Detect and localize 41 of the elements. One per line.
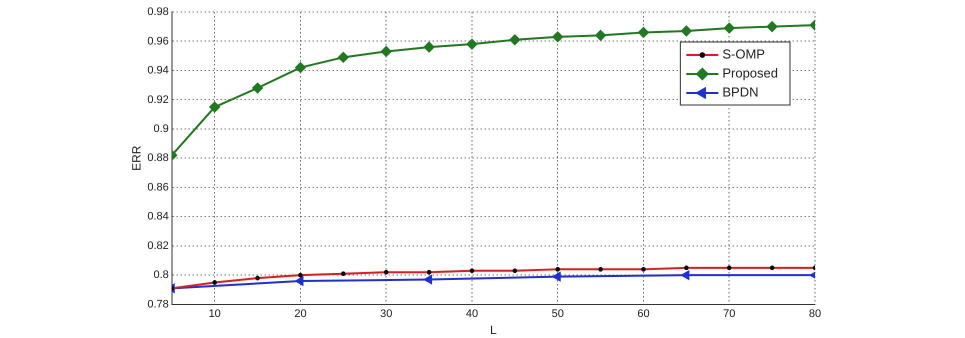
x-tick-label: 70 [723, 308, 736, 320]
legend-label: Proposed [722, 66, 778, 81]
x-tick-label: 10 [208, 308, 221, 320]
x-tick-label: 80 [808, 308, 822, 320]
point [252, 82, 264, 94]
legend-label: BPDN [722, 84, 758, 100]
x-tick-label: 40 [466, 308, 478, 320]
point [680, 26, 692, 37]
y-tick-label: 0.98 [147, 6, 169, 18]
y-tick-label: 0.92 [147, 94, 169, 106]
x-tick-label: 20 [294, 308, 307, 320]
point [424, 42, 435, 53]
legend-label: S-OMP [722, 46, 765, 62]
point [294, 62, 306, 74]
y-tick-label: 0.86 [147, 181, 169, 194]
point [552, 31, 564, 42]
y-tick-label: 0.82 [147, 240, 169, 252]
point [638, 26, 649, 38]
x-tick-label: 50 [552, 308, 564, 320]
point [595, 30, 606, 41]
point [509, 34, 520, 46]
point [338, 52, 349, 63]
point [209, 102, 220, 113]
x-tick-label: 60 [637, 308, 650, 320]
y-tick-label: 0.9 [154, 122, 169, 135]
point [680, 270, 690, 280]
point [766, 21, 778, 32]
y-tick-label: 0.84 [147, 210, 169, 223]
y-tick-label: 0.88 [147, 152, 169, 164]
y-tick-label: 0.8 [154, 269, 169, 282]
x-tick-label: 30 [380, 308, 392, 320]
y-tick-label: 0.94 [147, 64, 169, 77]
point [466, 38, 478, 50]
y-axis-title: ERR [130, 145, 144, 171]
point [552, 272, 561, 282]
point [380, 46, 392, 57]
point [724, 22, 735, 34]
y-tick-label: 0.78 [147, 298, 169, 310]
point [424, 274, 432, 284]
x-axis-title: L [490, 323, 498, 338]
y-tick-label: 0.96 [147, 35, 169, 48]
